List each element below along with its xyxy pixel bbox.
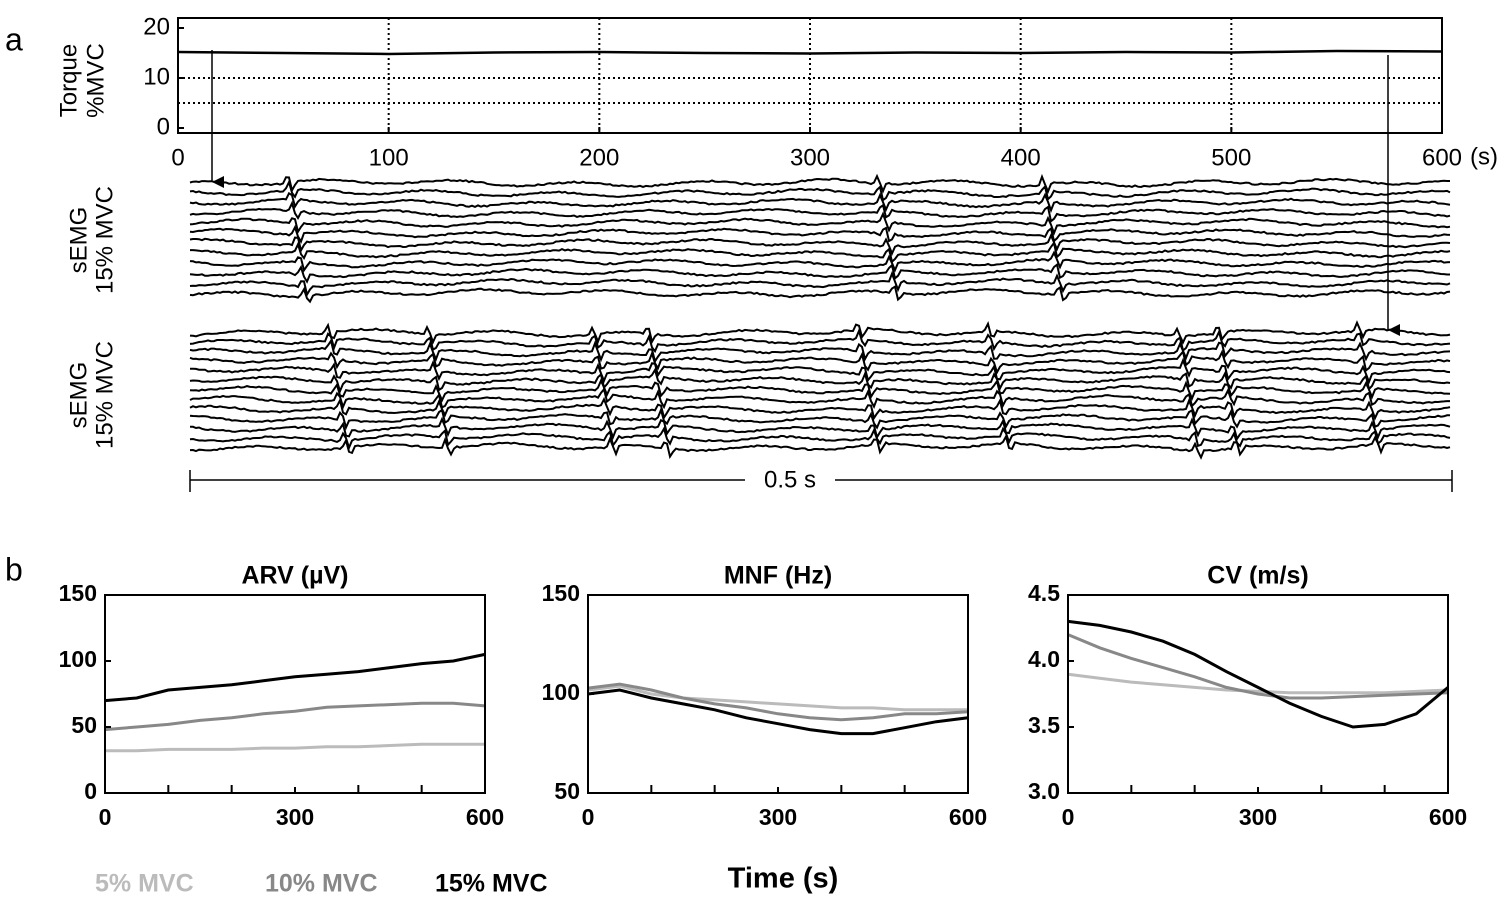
x-tick-label: 500 <box>1211 144 1251 171</box>
x-tick-label: 300 <box>1239 804 1277 830</box>
y-axis-label: 15% MVC <box>91 341 118 449</box>
emg-trace <box>189 270 1451 298</box>
y-axis-label: Torque <box>55 44 82 117</box>
x-tick-label: 200 <box>579 144 619 171</box>
y-tick-label: 3.5 <box>1028 712 1060 738</box>
data-line <box>104 701 486 732</box>
emg-trace <box>189 406 1451 431</box>
emg-trace <box>189 433 1451 460</box>
x-tick-label: 0 <box>99 804 112 830</box>
emg-trace <box>189 173 1450 195</box>
data-line <box>587 682 969 722</box>
emg-trace <box>189 378 1451 403</box>
plot-frame <box>177 17 1443 134</box>
x-tick-label: 600 <box>1429 804 1467 830</box>
emg-trace <box>189 327 1451 354</box>
emg-trace <box>189 338 1451 364</box>
panel-label: a <box>5 21 23 57</box>
y-axis-label: %MVC <box>82 43 109 118</box>
emg-trace <box>190 240 1451 264</box>
data-line <box>104 652 486 703</box>
plot-frame <box>104 594 486 794</box>
emg-trace <box>189 262 1450 284</box>
x-axis-label: Time (s) <box>728 863 839 895</box>
emg-trace <box>189 179 1451 202</box>
y-tick-label: 10 <box>143 63 170 90</box>
emg-trace <box>189 285 1451 304</box>
y-tick-label: 20 <box>143 13 170 40</box>
x-unit: (s) <box>1470 143 1498 170</box>
y-tick-label: 150 <box>59 580 97 606</box>
scale-label: 0.5 s <box>764 466 816 493</box>
chart-title: ARV (µV) <box>241 562 348 590</box>
data-line <box>587 688 969 736</box>
panel-label: b <box>5 551 23 587</box>
y-tick-label: 0 <box>84 778 97 804</box>
y-tick-label: 50 <box>71 712 97 738</box>
emg-trace <box>189 191 1451 214</box>
emg-trace <box>189 211 1451 236</box>
y-tick-label: 150 <box>542 580 580 606</box>
legend-label: 15% MVC <box>435 870 548 898</box>
y-tick-label: 4.0 <box>1028 646 1060 672</box>
data-line <box>1067 619 1449 729</box>
chart-title: CV (m/s) <box>1207 562 1308 590</box>
y-axis-label: sEMG <box>65 207 92 274</box>
emg-trace <box>189 396 1451 421</box>
x-tick-label: 100 <box>369 144 409 171</box>
label-bg <box>745 465 835 495</box>
y-tick-label: 50 <box>554 778 580 804</box>
plot-frame <box>587 594 969 794</box>
y-tick-label: 3.0 <box>1028 778 1060 804</box>
data-line <box>177 49 1443 56</box>
y-tick-label: 4.5 <box>1028 580 1060 606</box>
legend-label: 5% MVC <box>95 870 194 898</box>
x-tick-label: 0 <box>1062 804 1075 830</box>
x-tick-label: 600 <box>466 804 504 830</box>
emg-trace <box>189 387 1450 410</box>
x-tick-label: 300 <box>276 804 314 830</box>
x-tick-label: 0 <box>582 804 595 830</box>
data-line <box>587 684 968 712</box>
y-axis-label: sEMG <box>65 362 92 429</box>
emg-trace <box>189 233 1451 257</box>
x-tick-label: 600 <box>1422 144 1462 171</box>
emg-trace <box>190 357 1451 385</box>
data-line <box>1067 672 1449 695</box>
data-line <box>1067 633 1449 700</box>
x-tick-label: 300 <box>759 804 797 830</box>
x-tick-label: 400 <box>1001 144 1041 171</box>
emg-trace <box>190 416 1451 442</box>
emg-trace <box>189 250 1451 273</box>
x-tick-label: 600 <box>949 804 987 830</box>
emg-trace <box>189 349 1451 375</box>
x-tick-label: 0 <box>171 144 184 171</box>
y-tick-label: 100 <box>59 646 97 672</box>
emg-trace <box>189 224 1451 244</box>
emg-trace <box>189 320 1451 345</box>
emg-trace <box>189 200 1451 223</box>
emg-trace <box>189 367 1451 395</box>
data-line <box>105 742 485 753</box>
y-tick-label: 0 <box>157 113 170 140</box>
emg-trace <box>189 426 1451 451</box>
legend-label: 10% MVC <box>265 870 378 898</box>
x-tick-label: 300 <box>790 144 830 171</box>
y-tick-label: 100 <box>542 679 580 705</box>
chart-title: MNF (Hz) <box>724 562 832 590</box>
y-axis-label: 15% MVC <box>91 186 118 294</box>
